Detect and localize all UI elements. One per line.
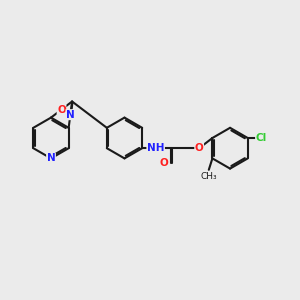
Text: O: O [57,104,66,115]
Text: N: N [46,153,56,164]
Text: O: O [160,158,168,168]
Text: CH₃: CH₃ [200,172,217,181]
Text: NH: NH [147,143,164,153]
Text: N: N [66,110,75,120]
Text: O: O [195,143,203,153]
Text: Cl: Cl [256,133,267,143]
